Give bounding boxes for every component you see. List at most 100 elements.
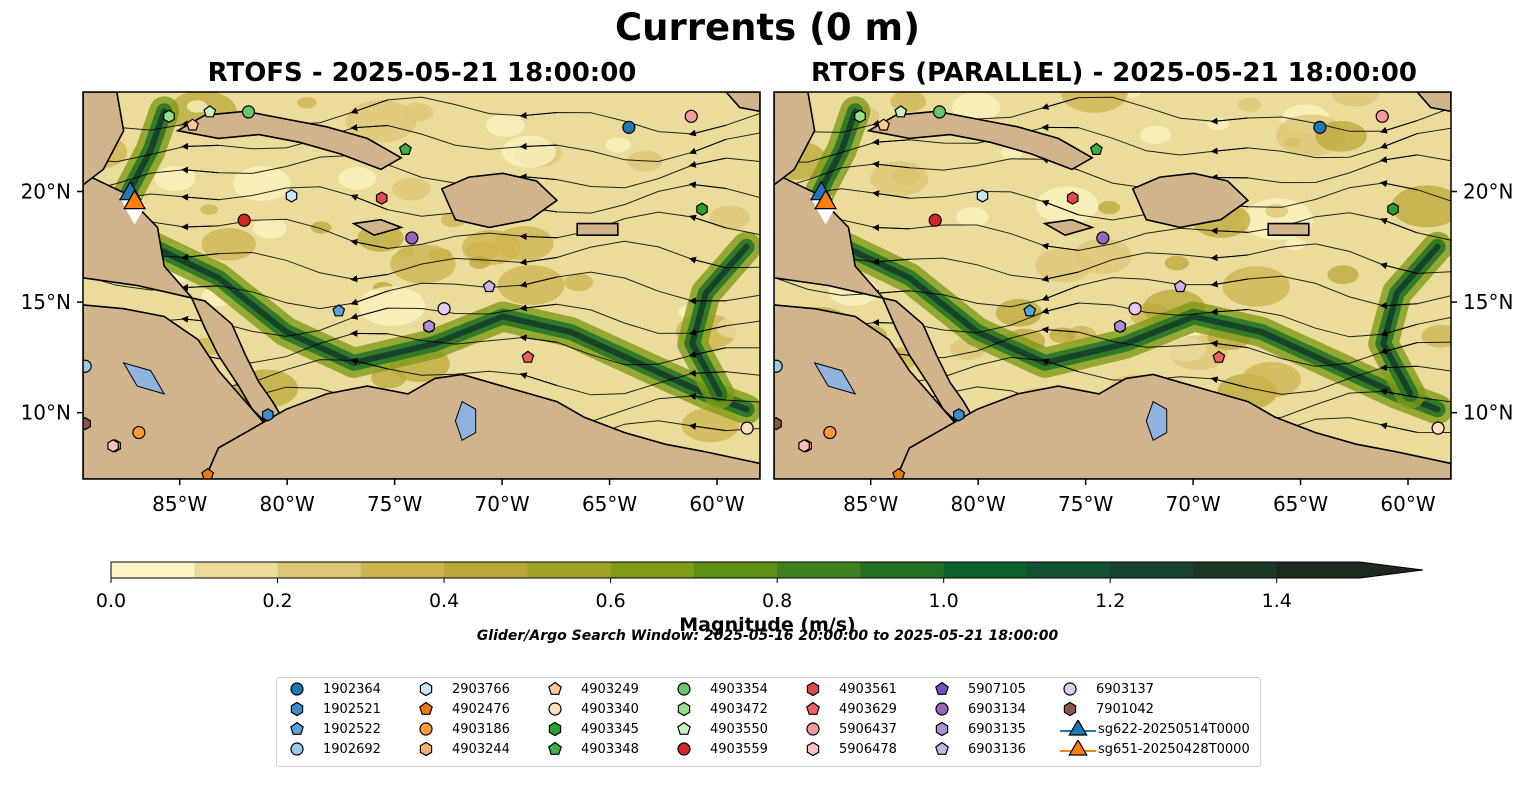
colorbar-bin — [194, 562, 279, 578]
legend-marker — [419, 741, 433, 757]
legend-label: 6903137 — [1096, 681, 1154, 697]
y-tick-label: 10°N — [21, 401, 71, 425]
colorbar-bin — [1110, 562, 1194, 578]
legend-item: 5906478 — [803, 740, 897, 758]
legend-label: 4903186 — [452, 721, 510, 737]
legend-label: 1902364 — [323, 681, 381, 697]
platform-4903354 — [932, 105, 947, 119]
legend-item: 4903249 — [545, 680, 639, 698]
x-tick-label: 70°W — [474, 492, 529, 516]
land-centralLow — [774, 304, 1046, 479]
y-tick-label: 20°N — [21, 180, 71, 204]
lake — [454, 400, 477, 442]
colorbar-bin — [1276, 562, 1361, 578]
platform-4903345 — [696, 202, 708, 216]
colorbar-tick-label: 0.6 — [595, 590, 625, 612]
colorbar-label: Magnitude (m/s) — [679, 614, 856, 636]
legend-label: 4903472 — [710, 701, 768, 717]
land-hispaniola — [440, 172, 559, 229]
colorbar: 0.0 0.2 0.4 0.6 0.8 1.0 1.2 1.4 — [96, 561, 1424, 612]
platform-1902364 — [622, 120, 636, 134]
lake — [122, 362, 166, 395]
legend-marker — [290, 701, 304, 717]
legend-item: 7901042 — [1060, 700, 1154, 718]
legend-marker — [419, 701, 433, 715]
platform-4903340 — [1431, 421, 1445, 435]
colorbar-tick-label: 1.2 — [1095, 590, 1125, 612]
legend-label: 4903550 — [710, 721, 768, 737]
legend-marker — [935, 741, 949, 755]
platform-4903348 — [398, 142, 412, 155]
platform-1902692 — [774, 359, 783, 373]
legend-item: sg651-20250428T0000 — [1060, 740, 1250, 758]
platform-1902521 — [262, 408, 274, 422]
colorbar-bin — [444, 562, 528, 578]
legend-label: 4903340 — [581, 701, 639, 717]
legend-label: 5906478 — [839, 741, 897, 757]
legend-marker — [677, 742, 691, 756]
land-yucatan — [83, 92, 125, 186]
colorbar-tick-label: 1.0 — [929, 590, 959, 612]
legend-marker — [290, 742, 304, 756]
land-jamaica — [351, 218, 404, 237]
legend-marker — [548, 681, 562, 695]
platform-4903340 — [740, 421, 754, 435]
legend-marker — [548, 702, 562, 716]
platform-4903629 — [1212, 350, 1226, 363]
legend-marker — [1060, 740, 1096, 756]
land-florida — [725, 92, 760, 113]
legend-label: 5907105 — [968, 681, 1026, 697]
lake — [813, 362, 857, 395]
legend-item: 4903550 — [674, 720, 768, 738]
colorbar-tick-label: 0.2 — [262, 590, 292, 612]
platform-6903136 — [1173, 279, 1187, 293]
legend-label: 4903561 — [839, 681, 897, 697]
colorbar-bin — [860, 562, 945, 578]
legend-marker — [419, 681, 433, 697]
platform-1902522 — [1023, 304, 1037, 317]
y-tick-label: 15°N — [1463, 290, 1513, 314]
legend-item: 1902521 — [287, 700, 381, 718]
land-puertoRico — [1267, 222, 1310, 236]
x-tick-label: 65°W — [1273, 492, 1328, 516]
colorbar-bin — [943, 562, 1028, 578]
legend-label: 6903136 — [968, 741, 1026, 757]
legend-marker — [1060, 720, 1096, 736]
legend-label: 7901042 — [1096, 701, 1154, 717]
legend-item: 4903345 — [545, 720, 639, 738]
x-tick-label: 85°W — [843, 492, 898, 516]
platform-4902476 — [201, 467, 215, 479]
platform-4903249 — [877, 118, 891, 131]
platform-5906478 — [798, 439, 810, 453]
map-panel-1: 85°W 80°W 75°W 70°W 65°W 60°W 10°N 15°N 20°N — [21, 91, 761, 516]
legend-label: sg622-20250514T0000 — [1098, 721, 1250, 737]
land-southAmerica — [895, 373, 1451, 479]
legend-label: 4903345 — [581, 721, 639, 737]
legend-marker — [290, 682, 304, 696]
colorbar-bin — [1193, 562, 1278, 578]
platform-6903136 — [482, 279, 496, 293]
legend-item: 4903348 — [545, 740, 639, 758]
platform-4903550 — [894, 105, 908, 118]
platform-4903249 — [186, 118, 200, 131]
colorbar-tick-label: 0.4 — [429, 590, 459, 612]
land-florida — [1416, 92, 1451, 113]
legend-item: 2903766 — [416, 680, 510, 698]
legend-item: 4903559 — [674, 740, 768, 758]
y-tick-label: 10°N — [1463, 401, 1513, 425]
platform-4903629 — [521, 350, 535, 363]
legend-label: 4903249 — [581, 681, 639, 697]
legend-item: 4903340 — [545, 700, 639, 718]
legend-item: sg622-20250514T0000 — [1060, 720, 1250, 738]
platform-4903472 — [854, 109, 866, 123]
platform-1902522 — [332, 304, 346, 317]
legend-item: 5907105 — [932, 680, 1026, 698]
legend-item: 4902476 — [416, 700, 510, 718]
legend-label: 1902522 — [323, 721, 381, 737]
platform-5906437 — [1375, 109, 1389, 123]
legend-item: 6903136 — [932, 740, 1026, 758]
colorbar-tick-label: 1.4 — [1262, 590, 1292, 612]
legend-item: 4903472 — [674, 700, 768, 718]
x-tick-label: 60°W — [689, 492, 744, 516]
